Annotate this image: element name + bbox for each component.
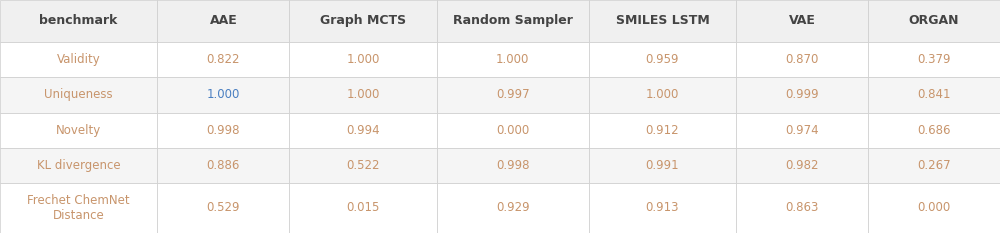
Bar xyxy=(0,183,157,233)
Bar xyxy=(868,42,1000,77)
Bar xyxy=(736,42,868,77)
Text: 0.998: 0.998 xyxy=(496,159,529,172)
Bar xyxy=(437,148,589,183)
Text: Validity: Validity xyxy=(57,53,101,66)
Bar xyxy=(868,148,1000,183)
Bar xyxy=(589,0,736,42)
Bar xyxy=(589,42,736,77)
Text: Uniqueness: Uniqueness xyxy=(44,88,113,101)
Text: 0.886: 0.886 xyxy=(207,159,240,172)
Text: ORGAN: ORGAN xyxy=(909,14,959,27)
Bar xyxy=(0,0,157,42)
Text: 0.991: 0.991 xyxy=(646,159,679,172)
Text: 0.822: 0.822 xyxy=(207,53,240,66)
Text: 0.522: 0.522 xyxy=(346,159,380,172)
Text: 0.959: 0.959 xyxy=(646,53,679,66)
Text: 0.000: 0.000 xyxy=(496,124,529,137)
Bar xyxy=(157,113,289,148)
Bar xyxy=(868,77,1000,113)
Text: 0.994: 0.994 xyxy=(346,124,380,137)
Bar xyxy=(289,0,437,42)
Text: 0.841: 0.841 xyxy=(917,88,951,101)
Text: Graph MCTS: Graph MCTS xyxy=(320,14,406,27)
Text: 0.997: 0.997 xyxy=(496,88,530,101)
Text: 0.929: 0.929 xyxy=(496,201,530,214)
Text: 0.686: 0.686 xyxy=(917,124,951,137)
Text: 0.267: 0.267 xyxy=(917,159,951,172)
Text: 0.912: 0.912 xyxy=(646,124,679,137)
Bar xyxy=(0,148,157,183)
Text: 0.982: 0.982 xyxy=(785,159,819,172)
Bar xyxy=(157,42,289,77)
Bar xyxy=(868,113,1000,148)
Bar xyxy=(289,183,437,233)
Text: 0.015: 0.015 xyxy=(346,201,380,214)
Bar xyxy=(157,0,289,42)
Text: VAE: VAE xyxy=(789,14,815,27)
Text: Frechet ChemNet
Distance: Frechet ChemNet Distance xyxy=(27,194,130,222)
Bar xyxy=(589,183,736,233)
Text: 1.000: 1.000 xyxy=(207,88,240,101)
Text: 1.000: 1.000 xyxy=(496,53,529,66)
Bar xyxy=(589,148,736,183)
Bar xyxy=(157,77,289,113)
Bar xyxy=(589,113,736,148)
Bar xyxy=(736,113,868,148)
Text: 1.000: 1.000 xyxy=(646,88,679,101)
Bar xyxy=(157,183,289,233)
Bar xyxy=(437,77,589,113)
Bar xyxy=(589,77,736,113)
Bar xyxy=(289,113,437,148)
Text: 0.863: 0.863 xyxy=(785,201,819,214)
Text: 0.529: 0.529 xyxy=(207,201,240,214)
Bar xyxy=(868,183,1000,233)
Bar xyxy=(0,77,157,113)
Text: 0.379: 0.379 xyxy=(917,53,951,66)
Bar xyxy=(0,42,157,77)
Text: KL divergence: KL divergence xyxy=(37,159,120,172)
Text: benchmark: benchmark xyxy=(39,14,118,27)
Bar xyxy=(437,0,589,42)
Bar xyxy=(289,42,437,77)
Bar xyxy=(289,148,437,183)
Text: 0.974: 0.974 xyxy=(785,124,819,137)
Bar xyxy=(437,113,589,148)
Bar xyxy=(736,77,868,113)
Text: AAE: AAE xyxy=(209,14,237,27)
Bar xyxy=(736,0,868,42)
Text: 0.913: 0.913 xyxy=(646,201,679,214)
Text: 0.998: 0.998 xyxy=(207,124,240,137)
Text: Random Sampler: Random Sampler xyxy=(453,14,573,27)
Text: 0.000: 0.000 xyxy=(917,201,951,214)
Bar xyxy=(0,113,157,148)
Bar xyxy=(157,148,289,183)
Bar xyxy=(868,0,1000,42)
Text: 1.000: 1.000 xyxy=(346,53,380,66)
Bar xyxy=(736,148,868,183)
Bar xyxy=(437,183,589,233)
Text: SMILES LSTM: SMILES LSTM xyxy=(616,14,709,27)
Text: 0.870: 0.870 xyxy=(785,53,819,66)
Text: Novelty: Novelty xyxy=(56,124,101,137)
Bar xyxy=(289,77,437,113)
Text: 0.999: 0.999 xyxy=(785,88,819,101)
Bar xyxy=(736,183,868,233)
Bar xyxy=(437,42,589,77)
Text: 1.000: 1.000 xyxy=(346,88,380,101)
